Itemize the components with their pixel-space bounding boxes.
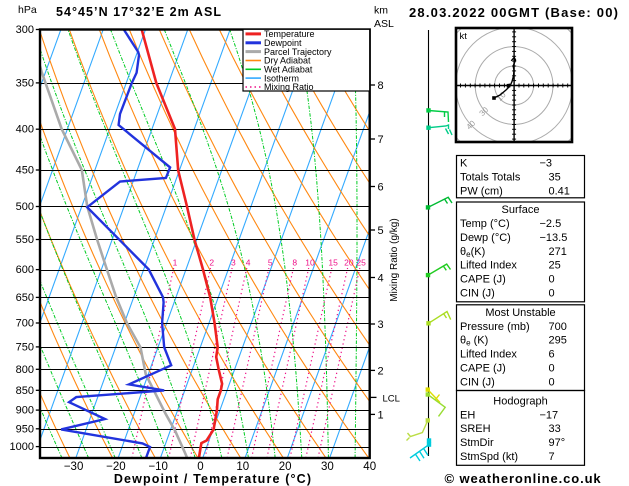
svg-text:0: 0 xyxy=(549,363,555,375)
svg-text:20: 20 xyxy=(344,258,354,268)
svg-text:Dewpoint: Dewpoint xyxy=(264,38,302,48)
svg-text:850: 850 xyxy=(16,385,34,397)
svg-text:−17: −17 xyxy=(540,409,559,421)
svg-text:Hodograph: Hodograph xyxy=(493,395,547,407)
svg-text:6: 6 xyxy=(378,182,384,194)
svg-text:ASL: ASL xyxy=(374,18,394,30)
svg-text:3: 3 xyxy=(231,258,236,268)
svg-text:25: 25 xyxy=(549,260,561,272)
svg-text:Lifted Index: Lifted Index xyxy=(460,260,517,272)
svg-text:700: 700 xyxy=(16,318,34,330)
svg-text:CAPE (J): CAPE (J) xyxy=(460,363,506,375)
svg-text:4: 4 xyxy=(246,258,251,268)
svg-text:Surface: Surface xyxy=(502,204,540,216)
svg-text:271: 271 xyxy=(549,246,567,258)
svg-text:0: 0 xyxy=(549,274,555,286)
svg-text:Temperature: Temperature xyxy=(264,29,315,39)
svg-text:5: 5 xyxy=(378,225,384,237)
svg-text:600: 600 xyxy=(16,264,34,276)
svg-text:3: 3 xyxy=(378,319,384,331)
svg-text:CIN (J): CIN (J) xyxy=(460,288,495,300)
svg-text:−10: −10 xyxy=(148,461,168,473)
svg-text:−13.5: −13.5 xyxy=(540,232,568,244)
svg-text:650: 650 xyxy=(16,292,34,304)
svg-text:450: 450 xyxy=(16,165,34,177)
svg-text:20: 20 xyxy=(279,461,292,473)
svg-text:7: 7 xyxy=(549,451,555,463)
svg-text:0: 0 xyxy=(549,288,555,300)
svg-text:4: 4 xyxy=(378,273,384,285)
svg-text:1: 1 xyxy=(173,258,178,268)
svg-text:0: 0 xyxy=(549,376,555,388)
svg-text:Dry Adiabat: Dry Adiabat xyxy=(264,56,311,66)
svg-text:54°45’N 17°32’E 2m ASL: 54°45’N 17°32’E 2m ASL xyxy=(56,5,222,19)
svg-text:25: 25 xyxy=(356,258,366,268)
svg-text:5: 5 xyxy=(268,258,273,268)
svg-text:1: 1 xyxy=(378,409,384,421)
svg-text:PW (cm): PW (cm) xyxy=(460,185,503,197)
svg-text:900: 900 xyxy=(16,405,34,417)
svg-text:35: 35 xyxy=(549,171,561,183)
svg-text:−3: −3 xyxy=(540,158,553,170)
svg-text:SREH: SREH xyxy=(460,423,491,435)
svg-text:Dewpoint / Temperature (°C): Dewpoint / Temperature (°C) xyxy=(114,472,312,486)
svg-text:28.03.2022 00GMT (Base: 00): 28.03.2022 00GMT (Base: 00) xyxy=(409,5,619,20)
svg-text:8: 8 xyxy=(292,258,297,268)
svg-text:295: 295 xyxy=(549,335,567,347)
svg-text:Temp (°C): Temp (°C) xyxy=(460,218,510,230)
svg-text:300: 300 xyxy=(16,24,34,36)
svg-text:hPa: hPa xyxy=(18,4,37,16)
svg-text:−2.5: −2.5 xyxy=(540,218,562,230)
svg-text:8: 8 xyxy=(378,80,384,92)
svg-text:CIN (J): CIN (J) xyxy=(460,376,495,388)
svg-text:km: km xyxy=(374,5,388,17)
svg-text:10: 10 xyxy=(305,258,315,268)
svg-text:950: 950 xyxy=(16,423,34,435)
svg-text:700: 700 xyxy=(549,321,567,333)
svg-text:6: 6 xyxy=(549,349,555,361)
svg-text:97°: 97° xyxy=(549,437,566,449)
svg-text:θe(K): θe(K) xyxy=(460,246,485,259)
svg-text:−30: −30 xyxy=(64,461,84,473)
svg-text:550: 550 xyxy=(16,234,34,246)
svg-text:400: 400 xyxy=(16,124,34,136)
svg-text:LCL: LCL xyxy=(383,394,400,405)
svg-text:350: 350 xyxy=(16,77,34,89)
svg-text:7: 7 xyxy=(378,134,384,146)
svg-text:2: 2 xyxy=(209,258,214,268)
svg-text:Dewp (°C): Dewp (°C) xyxy=(460,232,511,244)
svg-text:Mixing Ratio (g/kg): Mixing Ratio (g/kg) xyxy=(389,218,400,301)
svg-text:1000: 1000 xyxy=(10,441,34,453)
svg-text:CAPE (J): CAPE (J) xyxy=(460,274,506,286)
svg-text:500: 500 xyxy=(16,201,34,213)
svg-text:750: 750 xyxy=(16,341,34,353)
svg-text:10: 10 xyxy=(236,461,249,473)
svg-text:θe (K): θe (K) xyxy=(460,335,488,348)
svg-text:30: 30 xyxy=(321,461,334,473)
svg-text:K: K xyxy=(460,158,468,170)
svg-text:0: 0 xyxy=(197,461,203,473)
svg-text:Wet Adiabat: Wet Adiabat xyxy=(264,65,313,75)
svg-text:Parcel Trajectory: Parcel Trajectory xyxy=(264,47,332,57)
svg-text:−20: −20 xyxy=(106,461,126,473)
svg-text:2: 2 xyxy=(378,365,384,377)
svg-text:Pressure (mb): Pressure (mb) xyxy=(460,321,530,333)
svg-text:StmSpd (kt): StmSpd (kt) xyxy=(460,451,518,463)
svg-text:Lifted Index: Lifted Index xyxy=(460,349,517,361)
svg-text:kt: kt xyxy=(460,31,468,42)
svg-text:EH: EH xyxy=(460,409,475,421)
svg-text:© weatheronline.co.uk: © weatheronline.co.uk xyxy=(445,471,602,486)
svg-text:0.41: 0.41 xyxy=(549,185,570,197)
svg-text:40: 40 xyxy=(363,461,376,473)
svg-text:800: 800 xyxy=(16,364,34,376)
svg-text:Most Unstable: Most Unstable xyxy=(485,307,555,319)
svg-text:Isotherm: Isotherm xyxy=(264,73,299,83)
svg-text:15: 15 xyxy=(328,258,338,268)
svg-text:Mixing Ratio: Mixing Ratio xyxy=(264,82,314,92)
svg-text:StmDir: StmDir xyxy=(460,437,494,449)
svg-text:33: 33 xyxy=(549,423,561,435)
svg-text:Totals Totals: Totals Totals xyxy=(460,171,521,183)
